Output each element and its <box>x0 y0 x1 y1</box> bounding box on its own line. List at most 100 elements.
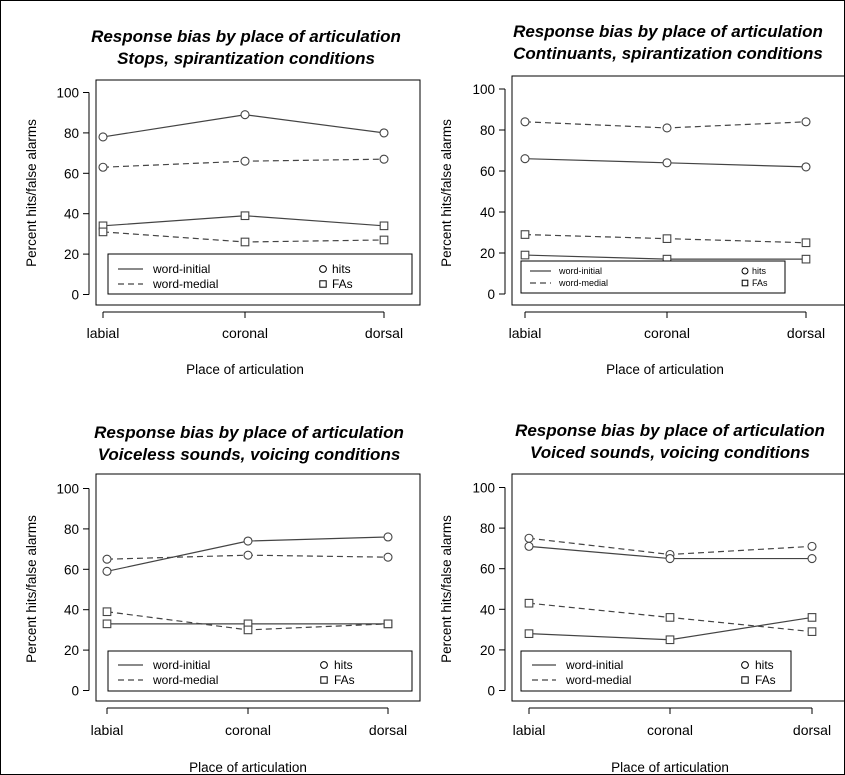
y-tick-label: 60 <box>64 562 79 577</box>
legend-label: word-medial <box>152 277 218 291</box>
chart-subtitle: Voiced sounds, voicing conditions <box>530 443 810 462</box>
plot-frame <box>511 75 845 306</box>
data-point-fas <box>520 230 530 239</box>
data-point-fas <box>662 234 672 244</box>
data-point-hits <box>807 541 817 551</box>
data-point-hits <box>520 154 530 164</box>
data-point-fas <box>524 629 534 639</box>
legend-box <box>520 260 786 294</box>
y-tick-label: 20 <box>480 246 495 261</box>
x-axis-label: Place of articulation <box>606 362 724 377</box>
data-point-fas <box>102 607 112 617</box>
data-point-hits <box>524 533 534 543</box>
legend-label: hits <box>752 266 767 276</box>
data-point-fas <box>807 627 817 636</box>
x-tick-label: dorsal <box>369 722 407 738</box>
legend-box <box>107 253 413 295</box>
x-tick-label: coronal <box>644 325 690 341</box>
y-tick-label: 80 <box>480 123 495 138</box>
legend-box <box>107 650 413 692</box>
data-point-hits <box>801 162 811 172</box>
data-point-hits <box>240 110 250 120</box>
legend-label: word-initial <box>558 266 602 276</box>
legend-label: FAs <box>752 278 768 288</box>
y-tick-label: 100 <box>56 86 79 101</box>
plot-frame <box>95 473 421 702</box>
data-point-hits <box>379 154 389 164</box>
legend-circle-marker <box>741 661 749 669</box>
y-tick-label: 60 <box>480 164 495 179</box>
legend-label: word-initial <box>152 262 210 276</box>
legend-circle-marker <box>741 267 749 275</box>
legend-circle-marker <box>320 661 328 669</box>
x-tick-label: dorsal <box>365 325 403 341</box>
data-point-hits <box>102 554 112 564</box>
x-axis-label: Place of articulation <box>611 760 729 775</box>
plot-frame <box>511 473 845 702</box>
data-point-hits <box>98 162 108 172</box>
y-tick-label: 100 <box>472 82 495 97</box>
data-point-hits <box>383 552 393 562</box>
y-tick-label: 0 <box>71 288 79 303</box>
legend-square-marker <box>741 279 749 287</box>
y-tick-label: 40 <box>64 603 79 618</box>
y-tick-label: 40 <box>480 602 495 617</box>
data-point-hits <box>240 156 250 166</box>
x-tick-label: dorsal <box>793 722 831 738</box>
x-tick-label: labial <box>87 325 120 341</box>
y-tick-label: 20 <box>64 247 79 262</box>
x-tick-label: labial <box>513 722 546 738</box>
data-point-fas <box>379 235 389 245</box>
data-point-fas <box>240 211 250 221</box>
legend-label: FAs <box>755 673 776 687</box>
y-tick-label: 0 <box>487 684 495 699</box>
legend-square-marker <box>319 280 327 288</box>
data-point-fas <box>807 613 817 622</box>
legend-circle-marker <box>319 265 327 273</box>
data-point-fas <box>801 254 811 264</box>
x-tick-label: dorsal <box>787 325 825 341</box>
y-axis-label: Percent hits/false alarms <box>24 515 39 663</box>
y-axis-label: Percent hits/false alarms <box>439 119 454 267</box>
data-point-fas <box>665 635 675 645</box>
data-point-fas <box>243 625 253 635</box>
chart-subtitle: Stops, spirantization conditions <box>117 49 375 68</box>
data-point-fas <box>520 250 530 260</box>
legend-square-marker <box>320 676 328 684</box>
chart-title: Response bias by place of articulation <box>94 423 404 442</box>
legend-label: word-medial <box>558 278 608 288</box>
chart-title: Response bias by place of articulation <box>91 27 401 46</box>
y-tick-label: 80 <box>64 522 79 537</box>
chart-panel-1: Response bias by place of articulation St… <box>24 27 421 377</box>
data-point-fas <box>801 238 811 248</box>
data-point-fas <box>98 227 108 237</box>
legend-label: word-initial <box>565 658 623 672</box>
legend-square-marker <box>741 676 749 684</box>
y-tick-label: 80 <box>64 126 79 141</box>
data-point-hits <box>383 532 393 542</box>
y-tick-label: 40 <box>480 205 495 220</box>
x-axis-label: Place of articulation <box>186 362 304 377</box>
data-point-fas <box>524 598 534 608</box>
data-point-fas <box>102 619 112 629</box>
data-point-fas <box>383 619 393 629</box>
legend-label: word-medial <box>565 673 631 687</box>
data-point-hits <box>801 117 811 127</box>
x-tick-label: coronal <box>225 722 271 738</box>
y-tick-label: 40 <box>64 207 79 222</box>
data-point-hits <box>102 566 112 576</box>
legend-box <box>520 650 792 692</box>
y-tick-label: 20 <box>64 643 79 658</box>
y-tick-label: 100 <box>472 481 495 496</box>
legend-label: word-medial <box>152 673 218 687</box>
legend-label: FAs <box>334 673 355 687</box>
x-tick-label: labial <box>91 722 124 738</box>
y-tick-label: 100 <box>56 482 79 497</box>
chart-title: Response bias by place of articulation <box>515 421 825 440</box>
legend-label: hits <box>334 658 353 672</box>
data-point-hits <box>98 132 108 142</box>
data-point-hits <box>524 541 534 551</box>
